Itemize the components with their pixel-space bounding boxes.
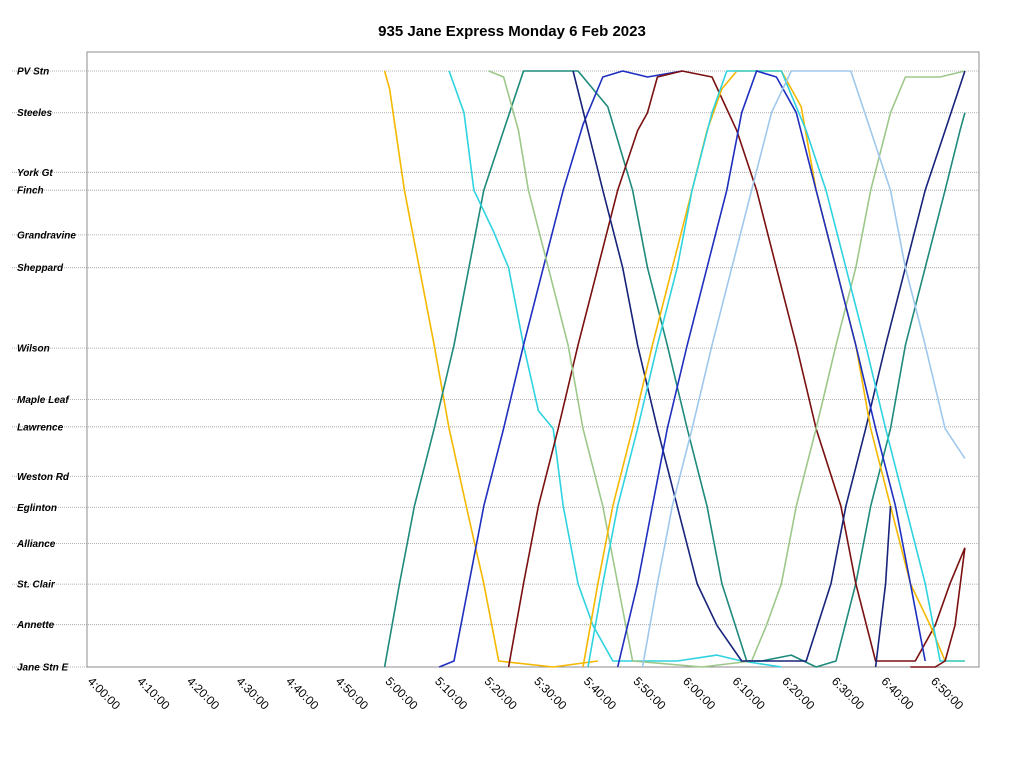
x-tick-label: 5:10:00 <box>432 674 470 712</box>
trip-line-2 <box>383 70 966 668</box>
stop-label: Steeles <box>17 108 52 119</box>
chart-title: 935 Jane Express Monday 6 Feb 2023 <box>378 23 646 40</box>
stop-label: Wilson <box>17 344 50 355</box>
trip-line-12 <box>874 506 892 668</box>
stop-labels: PV Stn Steeles York Gt Finch Grandravine Shep… <box>16 67 76 674</box>
x-tick-label: 5:50:00 <box>630 674 668 712</box>
stop-label: St. Clair <box>17 580 56 591</box>
stop-label: PV Stn <box>17 67 49 78</box>
trip-line-5 <box>507 70 966 668</box>
grid-layer <box>12 70 979 668</box>
stop-label: Weston Rd <box>17 472 70 483</box>
trip-line-7 <box>572 70 966 662</box>
stop-label: Jane Stn E <box>17 663 68 674</box>
trip-line-13 <box>910 547 966 668</box>
x-axis-ticks: 4:00:00 4:10:00 4:20:00 4:30:00 4:40:00 4:50:… <box>85 674 967 712</box>
x-tick-label: 6:40:00 <box>878 674 916 712</box>
trip-line-6 <box>488 70 966 668</box>
x-tick-label: 4:50:00 <box>333 674 371 712</box>
x-tick-label: 6:10:00 <box>730 674 768 712</box>
plot-frame <box>86 51 980 668</box>
x-tick-label: 6:50:00 <box>928 674 966 712</box>
x-tick-label: 4:20:00 <box>184 674 222 712</box>
trip-line-1 <box>383 70 599 668</box>
trip-line-11 <box>641 70 966 668</box>
x-tick-label: 5:20:00 <box>482 674 520 712</box>
x-tick-label: 6:30:00 <box>829 674 867 712</box>
stop-label: Maple Leaf <box>17 395 70 406</box>
x-tick-label: 6:20:00 <box>779 674 817 712</box>
stop-label: Sheppard <box>17 263 64 274</box>
x-tick-label: 4:40:00 <box>283 674 321 712</box>
x-tick-label: 4:10:00 <box>134 674 172 712</box>
x-tick-label: 4:30:00 <box>234 674 272 712</box>
x-tick-label: 6:00:00 <box>680 674 718 712</box>
trip-line-3 <box>448 70 782 668</box>
stop-label: Grandravine <box>17 230 76 241</box>
stop-label: York Gt <box>17 168 53 179</box>
stop-label: Lawrence <box>17 422 64 433</box>
x-tick-label: 5:00:00 <box>382 674 420 712</box>
stop-label: Alliance <box>16 539 56 550</box>
series-layer <box>383 70 966 668</box>
trip-line-9 <box>587 70 965 668</box>
stop-label: Finch <box>17 186 44 197</box>
trip-line-10 <box>616 70 926 668</box>
x-tick-label: 5:30:00 <box>531 674 569 712</box>
trip-line-4 <box>438 70 683 668</box>
stop-label: Eglinton <box>17 503 57 514</box>
x-tick-label: 4:00:00 <box>85 674 123 712</box>
trip-line-8 <box>582 70 965 668</box>
x-tick-label: 5:40:00 <box>581 674 619 712</box>
stop-label: Annette <box>16 620 55 631</box>
